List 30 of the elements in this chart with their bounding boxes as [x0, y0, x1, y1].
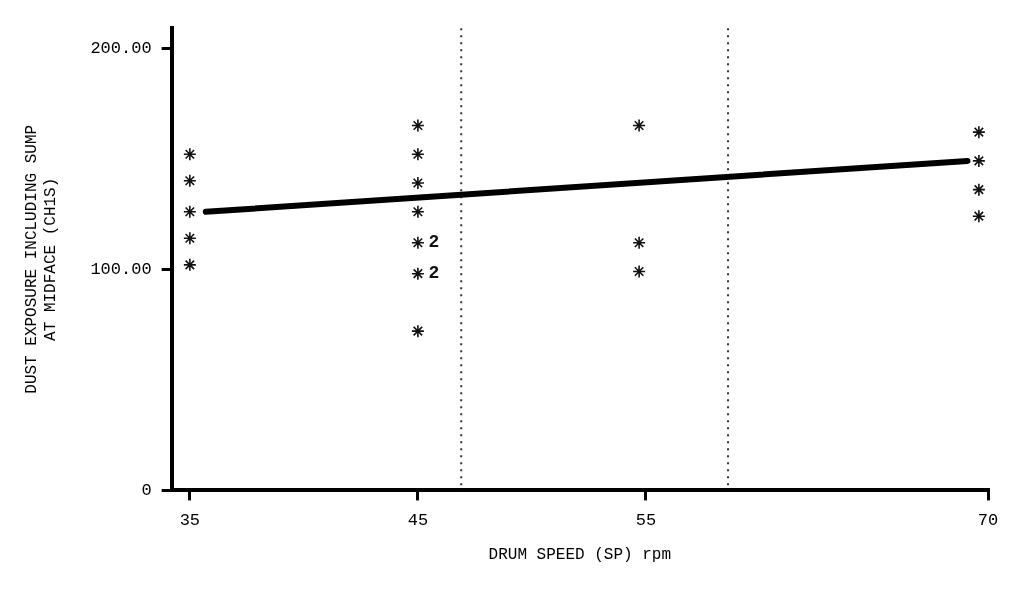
point [632, 264, 646, 279]
point [411, 118, 425, 133]
x-tick-label: 35 [179, 511, 201, 531]
x-tick-label: 55 [635, 511, 657, 531]
point [411, 204, 425, 219]
point [972, 182, 986, 197]
point [632, 118, 646, 133]
y-tick-label: 100.00 [90, 259, 152, 279]
point [183, 173, 197, 188]
point [183, 231, 197, 246]
point [183, 204, 197, 219]
point [411, 266, 425, 281]
annotation: 2 [428, 232, 440, 253]
point [972, 125, 986, 139]
point [411, 147, 425, 162]
point [183, 147, 197, 162]
x-axis-title: DRUM SPEED (SP) rpm [488, 545, 672, 564]
point [411, 235, 425, 250]
x-tick-label: 70 [977, 511, 999, 531]
point [411, 324, 425, 338]
y-tick-label: 0 [141, 480, 152, 500]
point [972, 154, 986, 168]
annotation: 2 [428, 263, 440, 284]
point [972, 209, 986, 223]
point [632, 235, 646, 250]
point [411, 176, 425, 190]
y-tick-label: 200.00 [90, 38, 152, 58]
x-tick-label: 45 [407, 511, 429, 531]
point [183, 258, 197, 272]
y-axis-title: DUST EXPOSURE INCLUDING SUMP AT MIDFACE (CH1S) [22, 124, 61, 394]
